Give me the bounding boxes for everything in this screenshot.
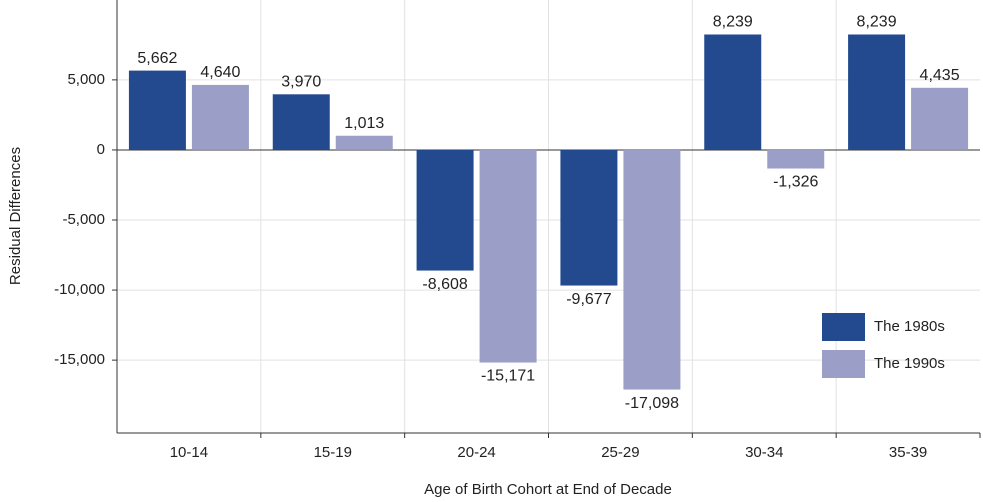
y-tick-label: -5,000 — [62, 211, 105, 228]
legend-swatch — [822, 350, 865, 378]
y-tick-label: -10,000 — [54, 281, 105, 298]
bar — [704, 34, 762, 150]
value-label: -17,098 — [625, 395, 679, 412]
y-tick-label: 0 — [97, 141, 105, 158]
value-label: 8,239 — [857, 14, 897, 31]
bar — [191, 84, 249, 150]
x-tick-label: 30-34 — [745, 444, 783, 461]
bar — [272, 94, 330, 150]
bar — [335, 135, 393, 150]
value-label: -9,677 — [566, 291, 611, 308]
bar — [623, 149, 681, 390]
bar — [479, 149, 537, 363]
value-label: 4,435 — [920, 67, 960, 84]
bar — [848, 34, 906, 150]
bar — [128, 70, 186, 150]
y-axis-label: Residual Differences — [7, 147, 24, 285]
value-label: -1,326 — [773, 174, 818, 191]
x-tick-label: 20-24 — [457, 444, 495, 461]
value-label: 8,239 — [713, 14, 753, 31]
value-label: -15,171 — [481, 368, 535, 385]
legend-label: The 1980s — [874, 318, 945, 335]
x-tick-label: 10-14 — [170, 444, 208, 461]
value-label: 3,970 — [281, 74, 321, 91]
legend-label: The 1990s — [874, 355, 945, 372]
value-label: 1,013 — [344, 115, 384, 132]
x-tick-label: 35-39 — [889, 444, 927, 461]
value-label: 5,662 — [137, 50, 177, 67]
bar — [560, 149, 618, 286]
x-axis-label: Age of Birth Cohort at End of Decade — [424, 481, 672, 498]
x-tick-label: 15-19 — [314, 444, 352, 461]
bar — [767, 149, 825, 169]
y-tick-label: 5,000 — [67, 71, 105, 88]
x-tick-label: 25-29 — [601, 444, 639, 461]
bar — [911, 87, 969, 150]
value-label: 4,640 — [200, 64, 240, 81]
value-label: -8,608 — [422, 276, 467, 293]
legend-swatch — [822, 313, 865, 341]
y-tick-label: -15,000 — [54, 351, 105, 368]
bar — [416, 149, 474, 271]
